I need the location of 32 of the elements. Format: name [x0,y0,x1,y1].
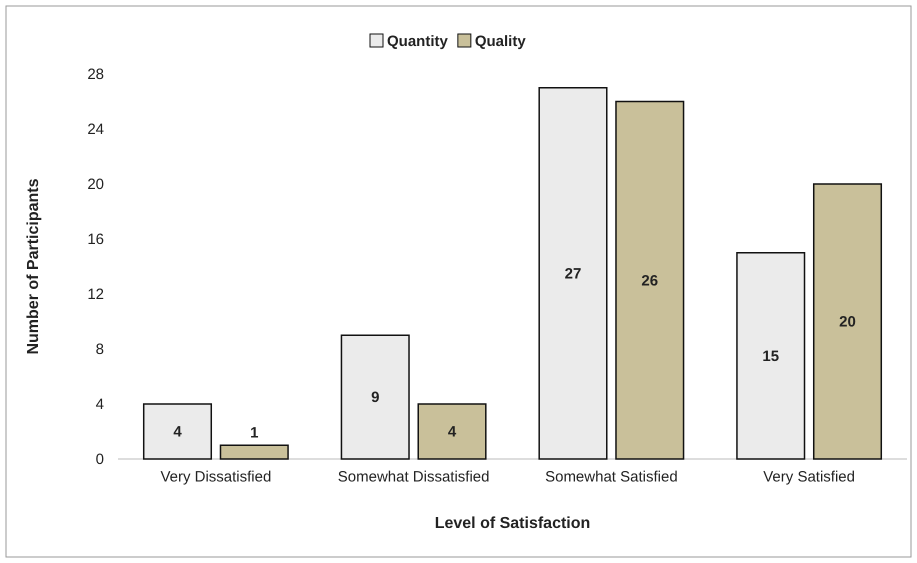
data-label: 27 [564,265,582,282]
data-label: 9 [371,389,380,406]
data-label: 4 [448,424,457,440]
y-tick-label: 12 [87,286,104,303]
legend-label: Quantity [387,33,448,50]
x-tick-label: Very Satisfied [763,468,855,486]
data-label: 26 [641,272,658,290]
data-label: 15 [762,348,780,365]
y-tick-label: 24 [87,120,104,138]
legend-label: Quality [474,33,526,50]
y-tick-label: 20 [87,176,104,193]
y-axis-title: Number of Participants [25,178,42,355]
data-label: 4 [173,424,182,440]
y-tick-label: 8 [96,340,104,358]
bar [615,100,684,460]
bar [812,183,882,460]
bar [142,403,212,460]
x-tick-label: Somewhat Satisfied [545,468,678,486]
bar [538,87,608,460]
y-tick-label: 28 [87,66,104,83]
y-tick-label: 4 [96,396,104,413]
x-tick-label: Very Dissatisfied [160,468,272,486]
data-label: 20 [839,314,856,330]
x-axis-title: Level of Satisfaction [434,515,590,532]
bar [340,334,410,460]
x-tick-label: Somewhat Dissatisfied [338,468,490,486]
y-tick-label: 0 [96,450,104,468]
bar [220,444,289,460]
bar [736,252,806,460]
data-label: 1 [250,424,258,442]
y-tick-label: 16 [87,230,104,248]
bar [417,403,487,460]
